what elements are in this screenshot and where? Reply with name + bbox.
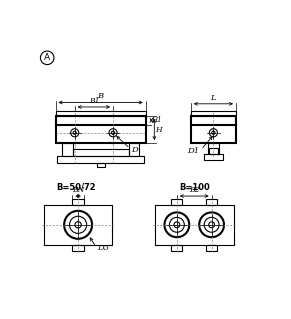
Text: D: D <box>131 146 138 154</box>
Bar <box>206 245 217 251</box>
Text: D3: D3 <box>97 244 109 252</box>
Text: H1: H1 <box>151 116 162 124</box>
Bar <box>73 149 129 156</box>
Bar <box>204 154 223 160</box>
Bar <box>56 116 146 143</box>
Bar <box>206 199 217 205</box>
Bar <box>44 205 112 245</box>
Bar <box>209 148 218 154</box>
Bar <box>171 245 182 251</box>
Bar <box>191 111 236 116</box>
Bar <box>72 245 84 251</box>
Bar <box>62 143 73 156</box>
Text: B2: B2 <box>189 186 200 194</box>
Bar <box>97 163 104 167</box>
Text: B=50/72: B=50/72 <box>56 182 96 191</box>
Bar <box>171 199 182 205</box>
Bar <box>56 111 146 116</box>
Text: L: L <box>211 93 216 101</box>
Bar <box>72 199 84 205</box>
Text: B: B <box>97 92 104 100</box>
Text: BN: BN <box>72 186 84 194</box>
Circle shape <box>40 51 54 64</box>
Text: D1: D1 <box>187 147 199 155</box>
Bar <box>129 143 139 156</box>
Text: A: A <box>44 53 50 62</box>
Text: B=100: B=100 <box>179 182 210 191</box>
Bar <box>155 205 234 245</box>
Text: B1: B1 <box>89 97 99 105</box>
Text: H: H <box>155 125 162 134</box>
Bar <box>57 156 144 163</box>
Bar <box>208 143 219 154</box>
Bar <box>191 116 236 143</box>
